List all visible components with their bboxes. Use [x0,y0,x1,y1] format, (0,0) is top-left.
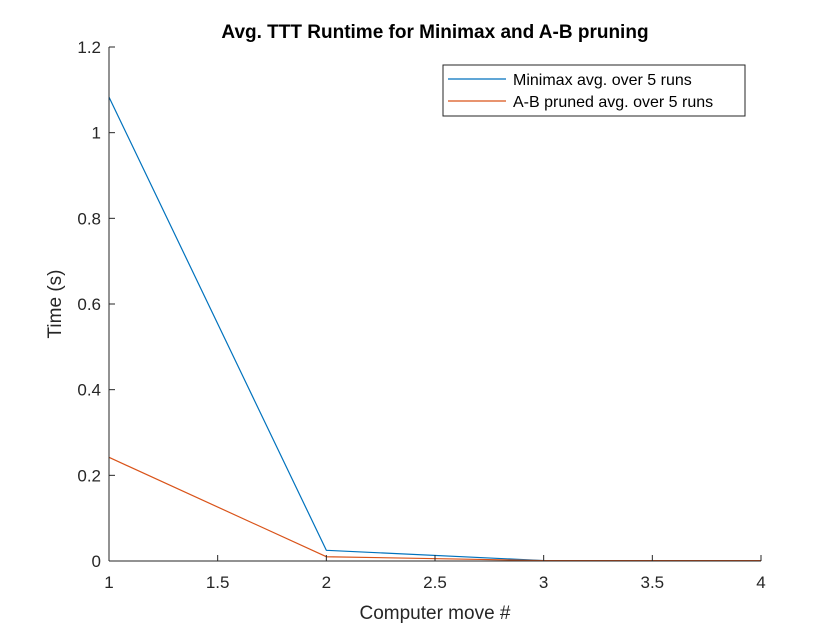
x-axis-label: Computer move # [359,603,510,624]
y-tick-label: 0.2 [77,466,101,485]
x-tick-label: 3.5 [641,573,665,592]
x-tick-label: 1 [104,573,113,592]
x-tick-label: 1.5 [206,573,230,592]
legend-box [442,64,746,117]
plot-area [109,47,761,561]
y-tick-label: 0.6 [77,295,101,314]
y-tick-label: 1.2 [77,38,101,57]
y-axis-label: Time (s) [45,270,66,339]
y-tick-label: 0 [92,552,101,571]
y-tick-label: 0.4 [77,381,101,400]
y-tick-label: 0.8 [77,209,101,228]
x-tick-label: 3 [539,573,548,592]
legend-label-2: A-B pruned avg. over 5 runs [513,94,713,111]
axes-layer: 1 1.5 2 2.5 3 3.5 4 0 0.2 0.4 0.6 0.8 1 1.2 [77,38,765,592]
legend-label-1: Minimax avg. over 5 runs [513,72,692,89]
x-tick-label: 2 [322,573,331,592]
x-tick-label: 4 [756,573,765,592]
x-tick-label: 2.5 [423,573,447,592]
y-tick-label: 1 [92,124,101,143]
plot-background [109,47,761,561]
chart-legend: Minimax avg. over 5 runs A-B pruned avg. … [442,64,746,117]
chart-title: Avg. TTT Runtime for Minimax and A-B pru… [221,22,648,43]
